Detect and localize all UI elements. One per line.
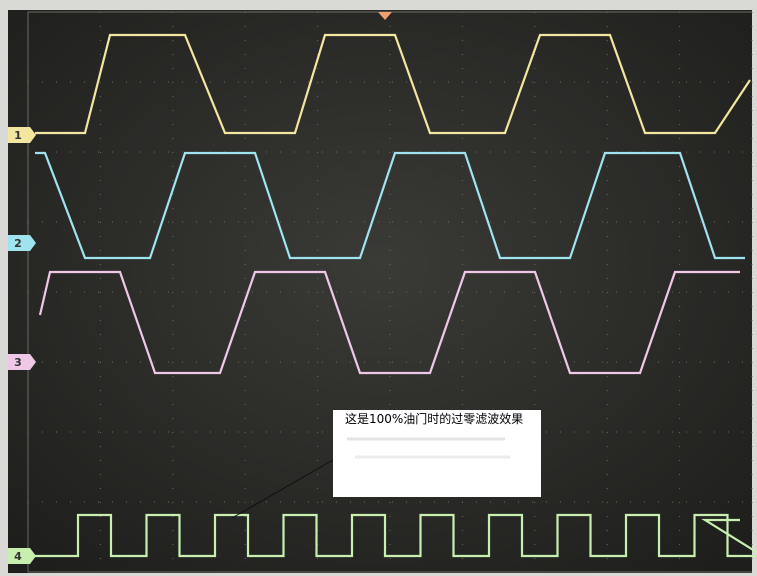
waveform-ch1 [35, 33, 751, 135]
annotation-text: 这是100%油门时的过零滤波效果 [345, 412, 524, 426]
annotation-pointer [231, 459, 334, 519]
channel-markers: 1 2 3 4 [8, 127, 36, 564]
marker-ch4 [8, 548, 36, 564]
waveform-ch2 [35, 151, 745, 260]
marker-ch3 [8, 354, 36, 370]
annotation-faint-lines [347, 437, 510, 459]
channel-label: 3 [14, 356, 22, 369]
channel-label: 2 [14, 237, 22, 250]
waveform-ch4 [35, 513, 757, 558]
grid [27, 11, 753, 573]
trigger-marker [378, 12, 392, 20]
marker-ch2 [8, 235, 36, 251]
marker-ch1 [8, 127, 36, 143]
channel-label: 1 [14, 129, 22, 142]
channel-label: 4 [14, 550, 22, 563]
waveform-ch3 [38, 270, 740, 375]
annotation-box: 这是100%油门时的过零滤波效果 [333, 410, 541, 497]
